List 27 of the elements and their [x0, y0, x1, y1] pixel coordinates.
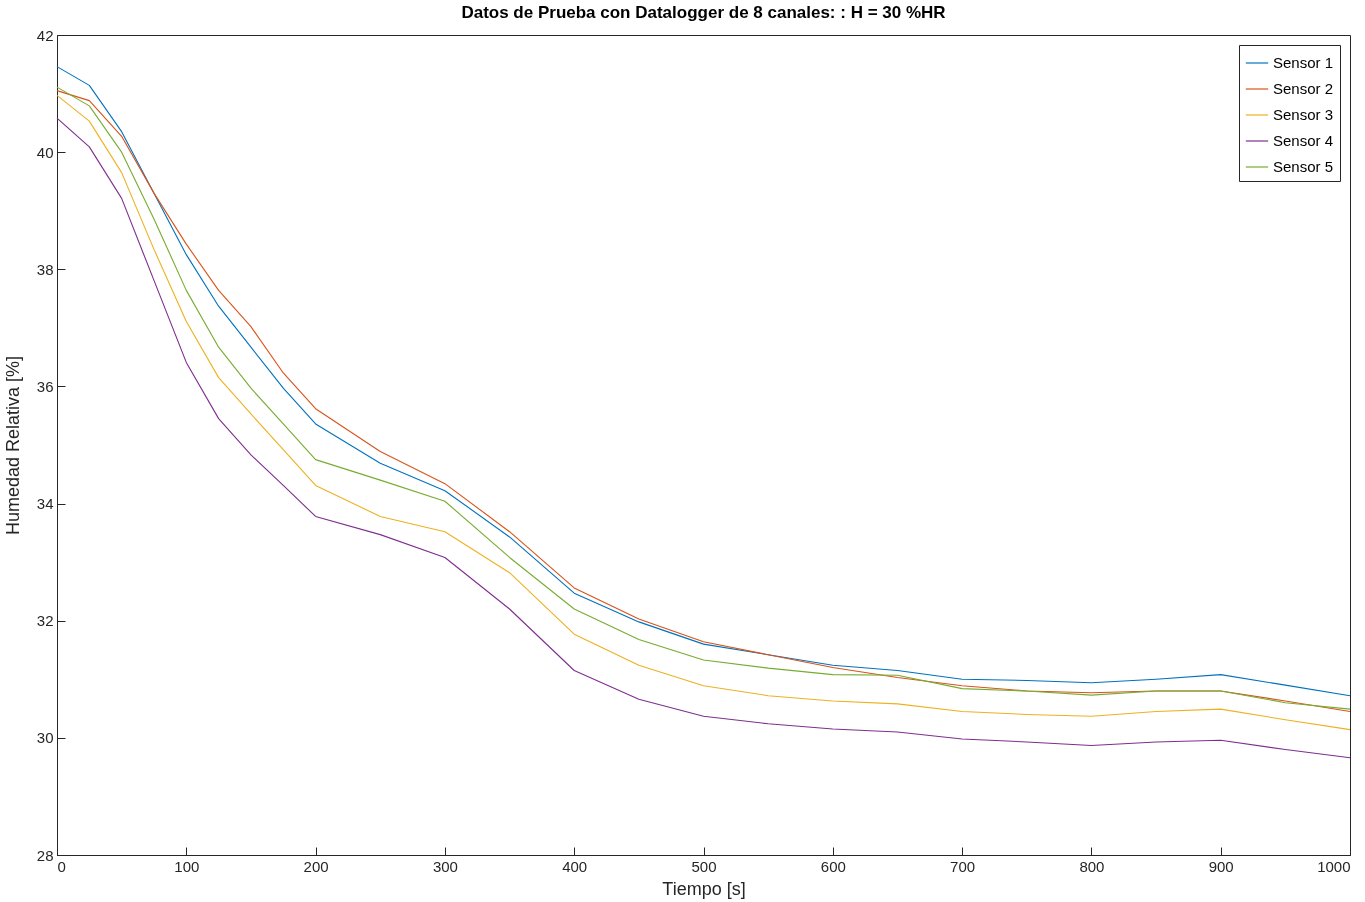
x-tick-label: 500: [691, 857, 717, 875]
y-tick-label: 42: [36, 26, 54, 44]
x-tick-label: 0: [57, 857, 66, 875]
y-tick-label: 30: [36, 729, 54, 747]
legend-label: Sensor 2: [1273, 80, 1334, 97]
y-tick-label: 34: [36, 495, 54, 513]
x-axis-title: Tiempo [s]: [662, 878, 746, 899]
chart-title: Datos de Prueba con Datalogger de 8 canales: : H = 30 %HR: [461, 3, 946, 22]
x-tick-label: 800: [1079, 857, 1105, 875]
x-tick-label: 600: [820, 857, 846, 875]
x-tick-label: 100: [174, 857, 200, 875]
y-tick-label: 36: [36, 377, 54, 395]
x-tick-label: 900: [1208, 857, 1234, 875]
legend-label: Sensor 4: [1273, 132, 1334, 149]
y-tick-label: 40: [36, 143, 54, 161]
y-tick-label: 28: [36, 846, 54, 864]
x-tick-label: 1000: [1317, 857, 1351, 875]
y-axis-title: Humedad Relativa [%]: [2, 355, 23, 536]
x-tick-label: 200: [303, 857, 329, 875]
x-tick-label: 400: [562, 857, 588, 875]
y-tick-label: 32: [36, 612, 54, 630]
legend-label: Sensor 1: [1273, 54, 1334, 71]
y-tick-label: 38: [36, 260, 54, 278]
legend-label: Sensor 5: [1273, 158, 1334, 175]
legend-label: Sensor 3: [1273, 106, 1334, 123]
x-tick-label: 300: [432, 857, 458, 875]
x-tick-label: 700: [950, 857, 976, 875]
